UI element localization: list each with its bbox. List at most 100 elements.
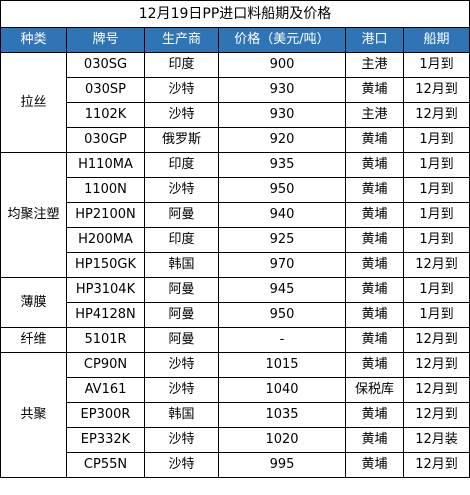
price-sheet: 12月19日PP进口料船期及价格 种类 牌号 生产商 价格（美元/吨） 港口 船… (0, 0, 470, 478)
header-price: 价格（美元/吨） (218, 27, 346, 53)
cell-port: 黄埔 (345, 227, 404, 253)
cell-shipment: 1月到 (402, 127, 470, 153)
header-category: 种类 (0, 27, 67, 53)
title-row: 12月19日PP进口料船期及价格 (0, 0, 470, 28)
header-producer: 生产商 (144, 27, 219, 53)
table-row: 1100N 沙特 950 黄埔 1月到 (1, 177, 470, 203)
cell-shipment: 1月到 (402, 52, 470, 78)
cell-grade: 1102K (66, 102, 145, 128)
cell-shipment: 1月到 (402, 302, 470, 328)
table-row: AV161 沙特 1040 保税库 12月到 (1, 377, 470, 403)
cell-price: 930 (218, 77, 346, 103)
cell-price: 920 (218, 127, 346, 153)
cell-producer: 阿曼 (144, 302, 219, 328)
table-row: 薄膜 HP3104K 阿曼 945 黄埔 1月到 (0, 277, 470, 328)
header-row: 种类 牌号 生产商 价格（美元/吨） 港口 船期 (0, 27, 470, 53)
cell-port: 主港 (345, 102, 404, 128)
cell-producer: 沙特 (144, 177, 219, 203)
cell-producer: 沙特 (144, 102, 219, 128)
cell-grade: 030SP (66, 77, 145, 103)
cell-port: 黄埔 (345, 77, 404, 103)
cell-producer: 阿曼 (144, 277, 219, 303)
header-shipment: 船期 (402, 27, 470, 53)
cell-grade: HP150GK (66, 252, 145, 278)
cell-grade: 1100N (66, 177, 145, 203)
cell-port: 主港 (345, 52, 404, 78)
cell-price: 930 (218, 102, 346, 128)
table-row: HP4128N 阿曼 950 黄埔 1月到 (1, 302, 470, 328)
table-row: HP2100N 阿曼 940 黄埔 1月到 (1, 202, 470, 228)
cell-shipment: 12月到 (402, 352, 470, 378)
cell-port: 黄埔 (345, 352, 404, 378)
cell-grade: H110MA (66, 152, 145, 178)
table-row: HP150GK 韩国 970 黄埔 12月到 (1, 252, 470, 278)
cell-shipment: 1月到 (402, 177, 470, 203)
cell-price: 925 (218, 227, 346, 253)
cell-shipment: 12月到 (402, 402, 470, 428)
table-row: 030SP 沙特 930 黄埔 12月到 (1, 77, 470, 103)
cell-price: 1015 (218, 352, 346, 378)
cell-producer: 阿曼 (144, 327, 219, 353)
cell-price: 945 (218, 277, 346, 303)
cell-producer: 俄罗斯 (144, 127, 219, 153)
cell-grade: 030GP (66, 127, 145, 153)
cell-producer: 印度 (144, 227, 219, 253)
cell-grade: HP4128N (66, 302, 145, 328)
cell-price: 1035 (218, 402, 346, 428)
cell-category: 均聚注塑 (0, 152, 67, 278)
cell-producer: 沙特 (144, 352, 219, 378)
cell-category: 纤维 (0, 327, 67, 353)
cell-grade: EP332K (66, 427, 145, 453)
cell-grade: AV161 (66, 377, 145, 403)
cell-price: - (218, 327, 346, 353)
cell-price: 995 (218, 452, 346, 478)
cell-category: 拉丝 (0, 52, 67, 153)
cell-producer: 沙特 (144, 427, 219, 453)
cell-grade: HP2100N (66, 202, 145, 228)
table-row: CP55N 沙特 995 黄埔 12月到 (1, 452, 470, 478)
cell-producer: 印度 (144, 52, 219, 78)
table-row: 均聚注塑 H110MA 印度 935 黄埔 1月到 (0, 152, 470, 278)
table-row: 拉丝 030SG 印度 900 主港 1月到 (0, 52, 470, 153)
cell-category: 共聚 (0, 352, 67, 478)
cell-shipment: 1月到 (402, 152, 470, 178)
table-row: 030GP 俄罗斯 920 黄埔 1月到 (1, 127, 470, 153)
cell-grade: 5101R (66, 327, 145, 353)
cell-shipment: 1月到 (402, 277, 470, 303)
table-row: EP300R 韩国 1035 黄埔 12月到 (1, 402, 470, 428)
pp-import-table: 12月19日PP进口料船期及价格 种类 牌号 生产商 价格（美元/吨） 港口 船… (0, 0, 470, 478)
cell-category: 薄膜 (0, 277, 67, 328)
cell-port: 黄埔 (345, 302, 404, 328)
cell-shipment: 1月到 (402, 227, 470, 253)
cell-port: 黄埔 (345, 427, 404, 453)
cell-producer: 印度 (144, 152, 219, 178)
cell-producer: 沙特 (144, 377, 219, 403)
cell-grade: EP300R (66, 402, 145, 428)
table-row: EP332K 沙特 1020 黄埔 12月装 (1, 427, 470, 453)
cell-price: 950 (218, 177, 346, 203)
cell-grade: H200MA (66, 227, 145, 253)
cell-port: 保税库 (345, 377, 404, 403)
cell-shipment: 12月装 (402, 427, 470, 453)
cell-price: 935 (218, 152, 346, 178)
cell-port: 黄埔 (345, 177, 404, 203)
cell-producer: 阿曼 (144, 202, 219, 228)
cell-port: 黄埔 (345, 452, 404, 478)
cell-grade: CP90N (66, 352, 145, 378)
table-title: 12月19日PP进口料船期及价格 (0, 0, 470, 28)
cell-shipment: 12月到 (402, 327, 470, 353)
header-grade: 牌号 (66, 27, 145, 53)
cell-port: 黄埔 (345, 277, 404, 303)
cell-shipment: 12月到 (402, 452, 470, 478)
cell-port: 黄埔 (345, 152, 404, 178)
cell-grade: 030SG (66, 52, 145, 78)
cell-grade: CP55N (66, 452, 145, 478)
cell-port: 黄埔 (345, 402, 404, 428)
cell-producer: 韩国 (144, 402, 219, 428)
table-body: 拉丝 030SG 印度 900 主港 1月到 030SP 沙特 930 黄埔 12月到 1102K 沙特… (0, 52, 470, 478)
header-port: 港口 (345, 27, 404, 53)
cell-price: 940 (218, 202, 346, 228)
table-row: 共聚 CP90N 沙特 1015 黄埔 12月到 (0, 352, 470, 478)
cell-shipment: 12月到 (402, 377, 470, 403)
cell-port: 黄埔 (345, 327, 404, 353)
